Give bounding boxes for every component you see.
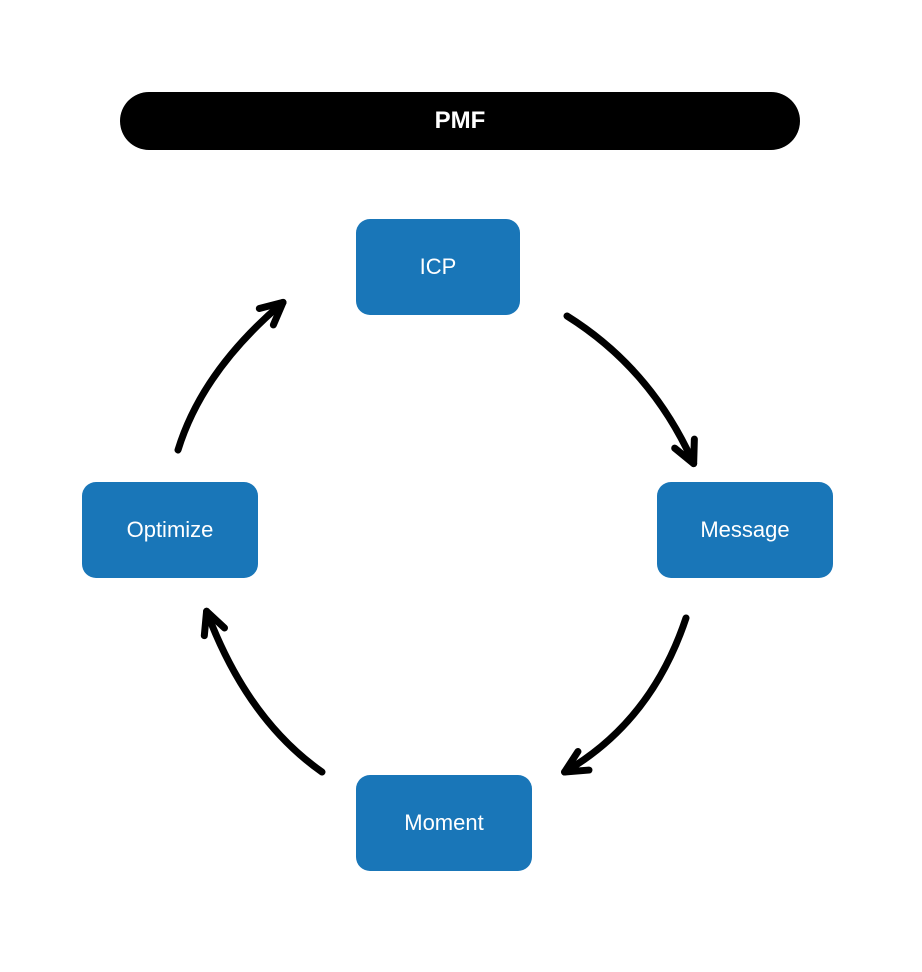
arrows-layer bbox=[0, 0, 922, 972]
